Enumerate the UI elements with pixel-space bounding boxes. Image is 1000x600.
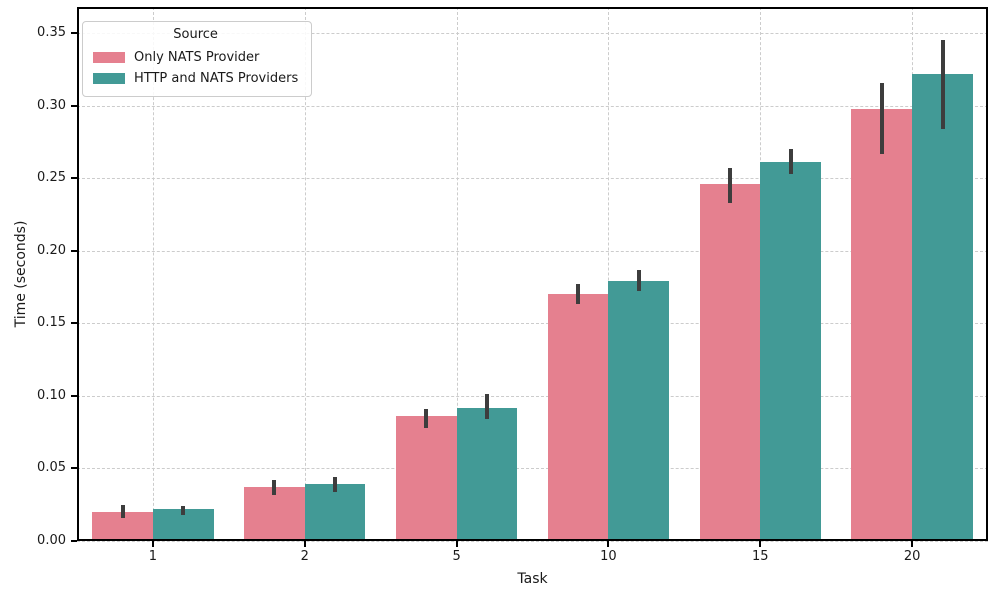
error-bar-only-nats-task-10 — [576, 284, 581, 305]
y-tick-mark-0.35 — [71, 32, 77, 35]
x-tick-mark-10 — [607, 541, 610, 547]
y-tick-label-0.35: 0.35 — [37, 25, 66, 41]
bar-only-nats-task-15 — [699, 184, 761, 541]
gridline-vertical-10 — [608, 7, 610, 541]
legend: Source Only NATS Provider HTTP and NATS … — [82, 21, 313, 97]
gridline-horizontal-0.05 — [77, 468, 988, 470]
legend-swatch-only-nats-icon — [93, 52, 125, 63]
y-tick-mark-0.25 — [71, 177, 77, 180]
error-bar-http-nats-task-10 — [636, 269, 641, 292]
bar-only-nats-task-5 — [395, 416, 457, 541]
bar-http-nats-task-15 — [760, 162, 821, 541]
legend-swatch-http-nats-icon — [93, 73, 125, 84]
y-tick-label-0.05: 0.05 — [37, 460, 66, 476]
bar-only-nats-task-20 — [851, 108, 913, 541]
gridline-horizontal-0.25 — [77, 178, 988, 180]
gridline-horizontal-0.10 — [77, 395, 988, 397]
y-tick-mark-0.00 — [71, 540, 77, 542]
error-bar-only-nats-task-15 — [727, 168, 732, 203]
x-tick-mark-20 — [911, 541, 914, 547]
gridline-horizontal-0.30 — [77, 105, 988, 107]
y-tick-label-0.10: 0.10 — [37, 387, 66, 403]
x-tick-mark-15 — [759, 541, 762, 547]
y-tick-mark-0.15 — [71, 322, 77, 325]
gridline-horizontal-0.20 — [77, 250, 988, 252]
y-tick-label-0.00: 0.00 — [37, 533, 66, 548]
gridline-horizontal-0.15 — [77, 323, 988, 325]
legend-label-only-nats: Only NATS Provider — [134, 50, 260, 65]
x-tick-label-1: 1 — [148, 549, 158, 564]
x-tick-label-15: 15 — [752, 549, 769, 564]
x-tick-label-5: 5 — [452, 549, 461, 564]
x-tick-mark-5 — [455, 541, 458, 547]
error-bar-http-nats-task-20 — [940, 40, 945, 129]
x-tick-label-10: 10 — [600, 549, 617, 564]
bar-http-nats-task-20 — [912, 73, 973, 542]
y-tick-mark-0.10 — [71, 394, 77, 397]
gridline-vertical-1 — [152, 7, 154, 541]
error-bar-http-nats-task-15 — [788, 149, 793, 174]
x-tick-label-2: 2 — [300, 549, 309, 564]
legend-label-http-nats: HTTP and NATS Providers — [134, 71, 299, 86]
y-tick-label-0.15: 0.15 — [37, 315, 66, 331]
y-tick-label-0.25: 0.25 — [37, 170, 66, 186]
error-bar-http-nats-task-1 — [181, 506, 186, 515]
bar-http-nats-task-2 — [304, 484, 366, 541]
gridline-vertical-2 — [304, 7, 306, 541]
bar-only-nats-task-10 — [547, 294, 609, 541]
y-tick-label-0.30: 0.30 — [37, 97, 66, 113]
error-bar-only-nats-task-20 — [879, 82, 884, 154]
gridline-horizontal-0.00 — [77, 541, 988, 542]
y-axis: 0.00 0.05 0.10 0.15 0.20 0.25 0.30 0.35 — [0, 7, 77, 548]
bar-only-nats-task-2 — [244, 487, 305, 541]
legend-item-http-nats: HTTP and NATS Providers — [93, 68, 298, 89]
y-tick-mark-0.05 — [71, 467, 77, 470]
x-tick-label-20: 20 — [903, 549, 921, 564]
gridline-horizontal-0.35 — [77, 33, 988, 35]
bar-http-nats-task-5 — [456, 407, 518, 541]
error-bar-http-nats-task-2 — [333, 477, 338, 492]
legend-item-only-nats: Only NATS Provider — [93, 47, 298, 68]
bar-http-nats-task-10 — [608, 281, 670, 541]
error-bar-http-nats-task-5 — [485, 394, 489, 420]
x-axis-label: Task — [517, 571, 548, 587]
x-tick-mark-2 — [303, 541, 306, 547]
legend-title: Source — [173, 27, 218, 42]
x-tick-mark-1 — [151, 541, 154, 547]
plot-area: Source Only NATS Provider HTTP and NATS … — [77, 7, 988, 542]
gridline-vertical-5 — [456, 7, 458, 541]
y-tick-mark-0.30 — [71, 104, 77, 107]
y-tick-mark-0.20 — [71, 249, 77, 252]
error-bar-only-nats-task-5 — [424, 409, 429, 428]
error-bar-only-nats-task-1 — [120, 504, 125, 518]
error-bar-only-nats-task-2 — [272, 480, 277, 495]
bars-layer — [77, 7, 988, 542]
y-tick-label-0.20: 0.20 — [37, 242, 66, 258]
y-axis-label: Time (seconds) — [13, 220, 29, 328]
